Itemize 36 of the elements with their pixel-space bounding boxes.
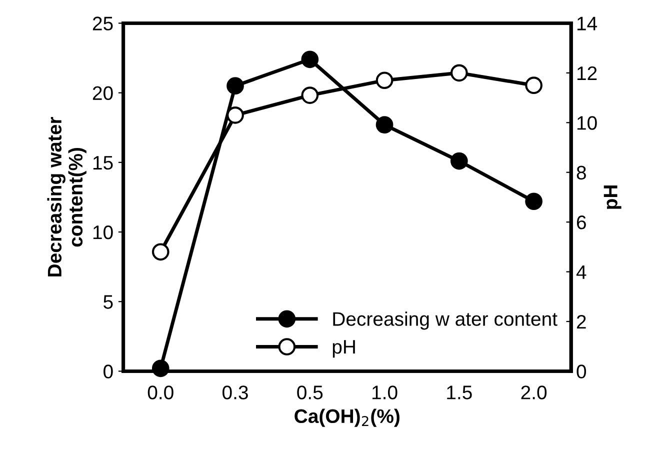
y-axis-title: Decreasing water content(%) bbox=[47, 116, 86, 276]
point bbox=[525, 192, 542, 210]
y-tick-label: 20 bbox=[92, 86, 113, 100]
x-tick-label: 0.3 bbox=[222, 386, 248, 400]
x-tick-label: 0.5 bbox=[297, 386, 323, 400]
y-tick-label: 15 bbox=[93, 156, 113, 170]
point bbox=[152, 243, 170, 261]
y2-tick-label: 12 bbox=[577, 66, 597, 80]
point bbox=[450, 64, 468, 82]
y2-tick-label: 2 bbox=[576, 314, 586, 329]
y-tick-label: 25 bbox=[92, 16, 113, 30]
y-tick-label: 10 bbox=[93, 225, 113, 240]
y2-tick-label: 10 bbox=[577, 116, 597, 130]
point bbox=[226, 77, 244, 95]
legend-label: pH bbox=[332, 340, 355, 358]
point bbox=[525, 76, 542, 94]
y2-tick-label: 0 bbox=[576, 364, 586, 378]
point bbox=[301, 50, 319, 68]
point bbox=[376, 72, 394, 90]
y2-tick-label: 4 bbox=[576, 265, 586, 279]
y-tick-label: 0 bbox=[104, 364, 113, 378]
point bbox=[301, 86, 319, 104]
y2-tick-label: 8 bbox=[576, 166, 586, 180]
x-tick-label: 1.5 bbox=[447, 386, 472, 400]
y2-tick-label: 14 bbox=[577, 16, 598, 30]
point bbox=[450, 152, 468, 170]
y2-axis-title: pH bbox=[604, 186, 622, 209]
point bbox=[226, 106, 244, 124]
x-axis-title: Ca(OH)$_{2}$(%) bbox=[294, 408, 400, 427]
x-tick-label: 0.0 bbox=[148, 386, 174, 400]
x-tick-label: 2.0 bbox=[521, 386, 547, 400]
y2-tick-label: 6 bbox=[576, 216, 586, 230]
legend-label: Decreasing w ater content bbox=[333, 312, 558, 330]
y-tick-label: 5 bbox=[104, 295, 113, 309]
x-tick-label: 1.0 bbox=[372, 386, 398, 400]
point bbox=[376, 116, 394, 134]
